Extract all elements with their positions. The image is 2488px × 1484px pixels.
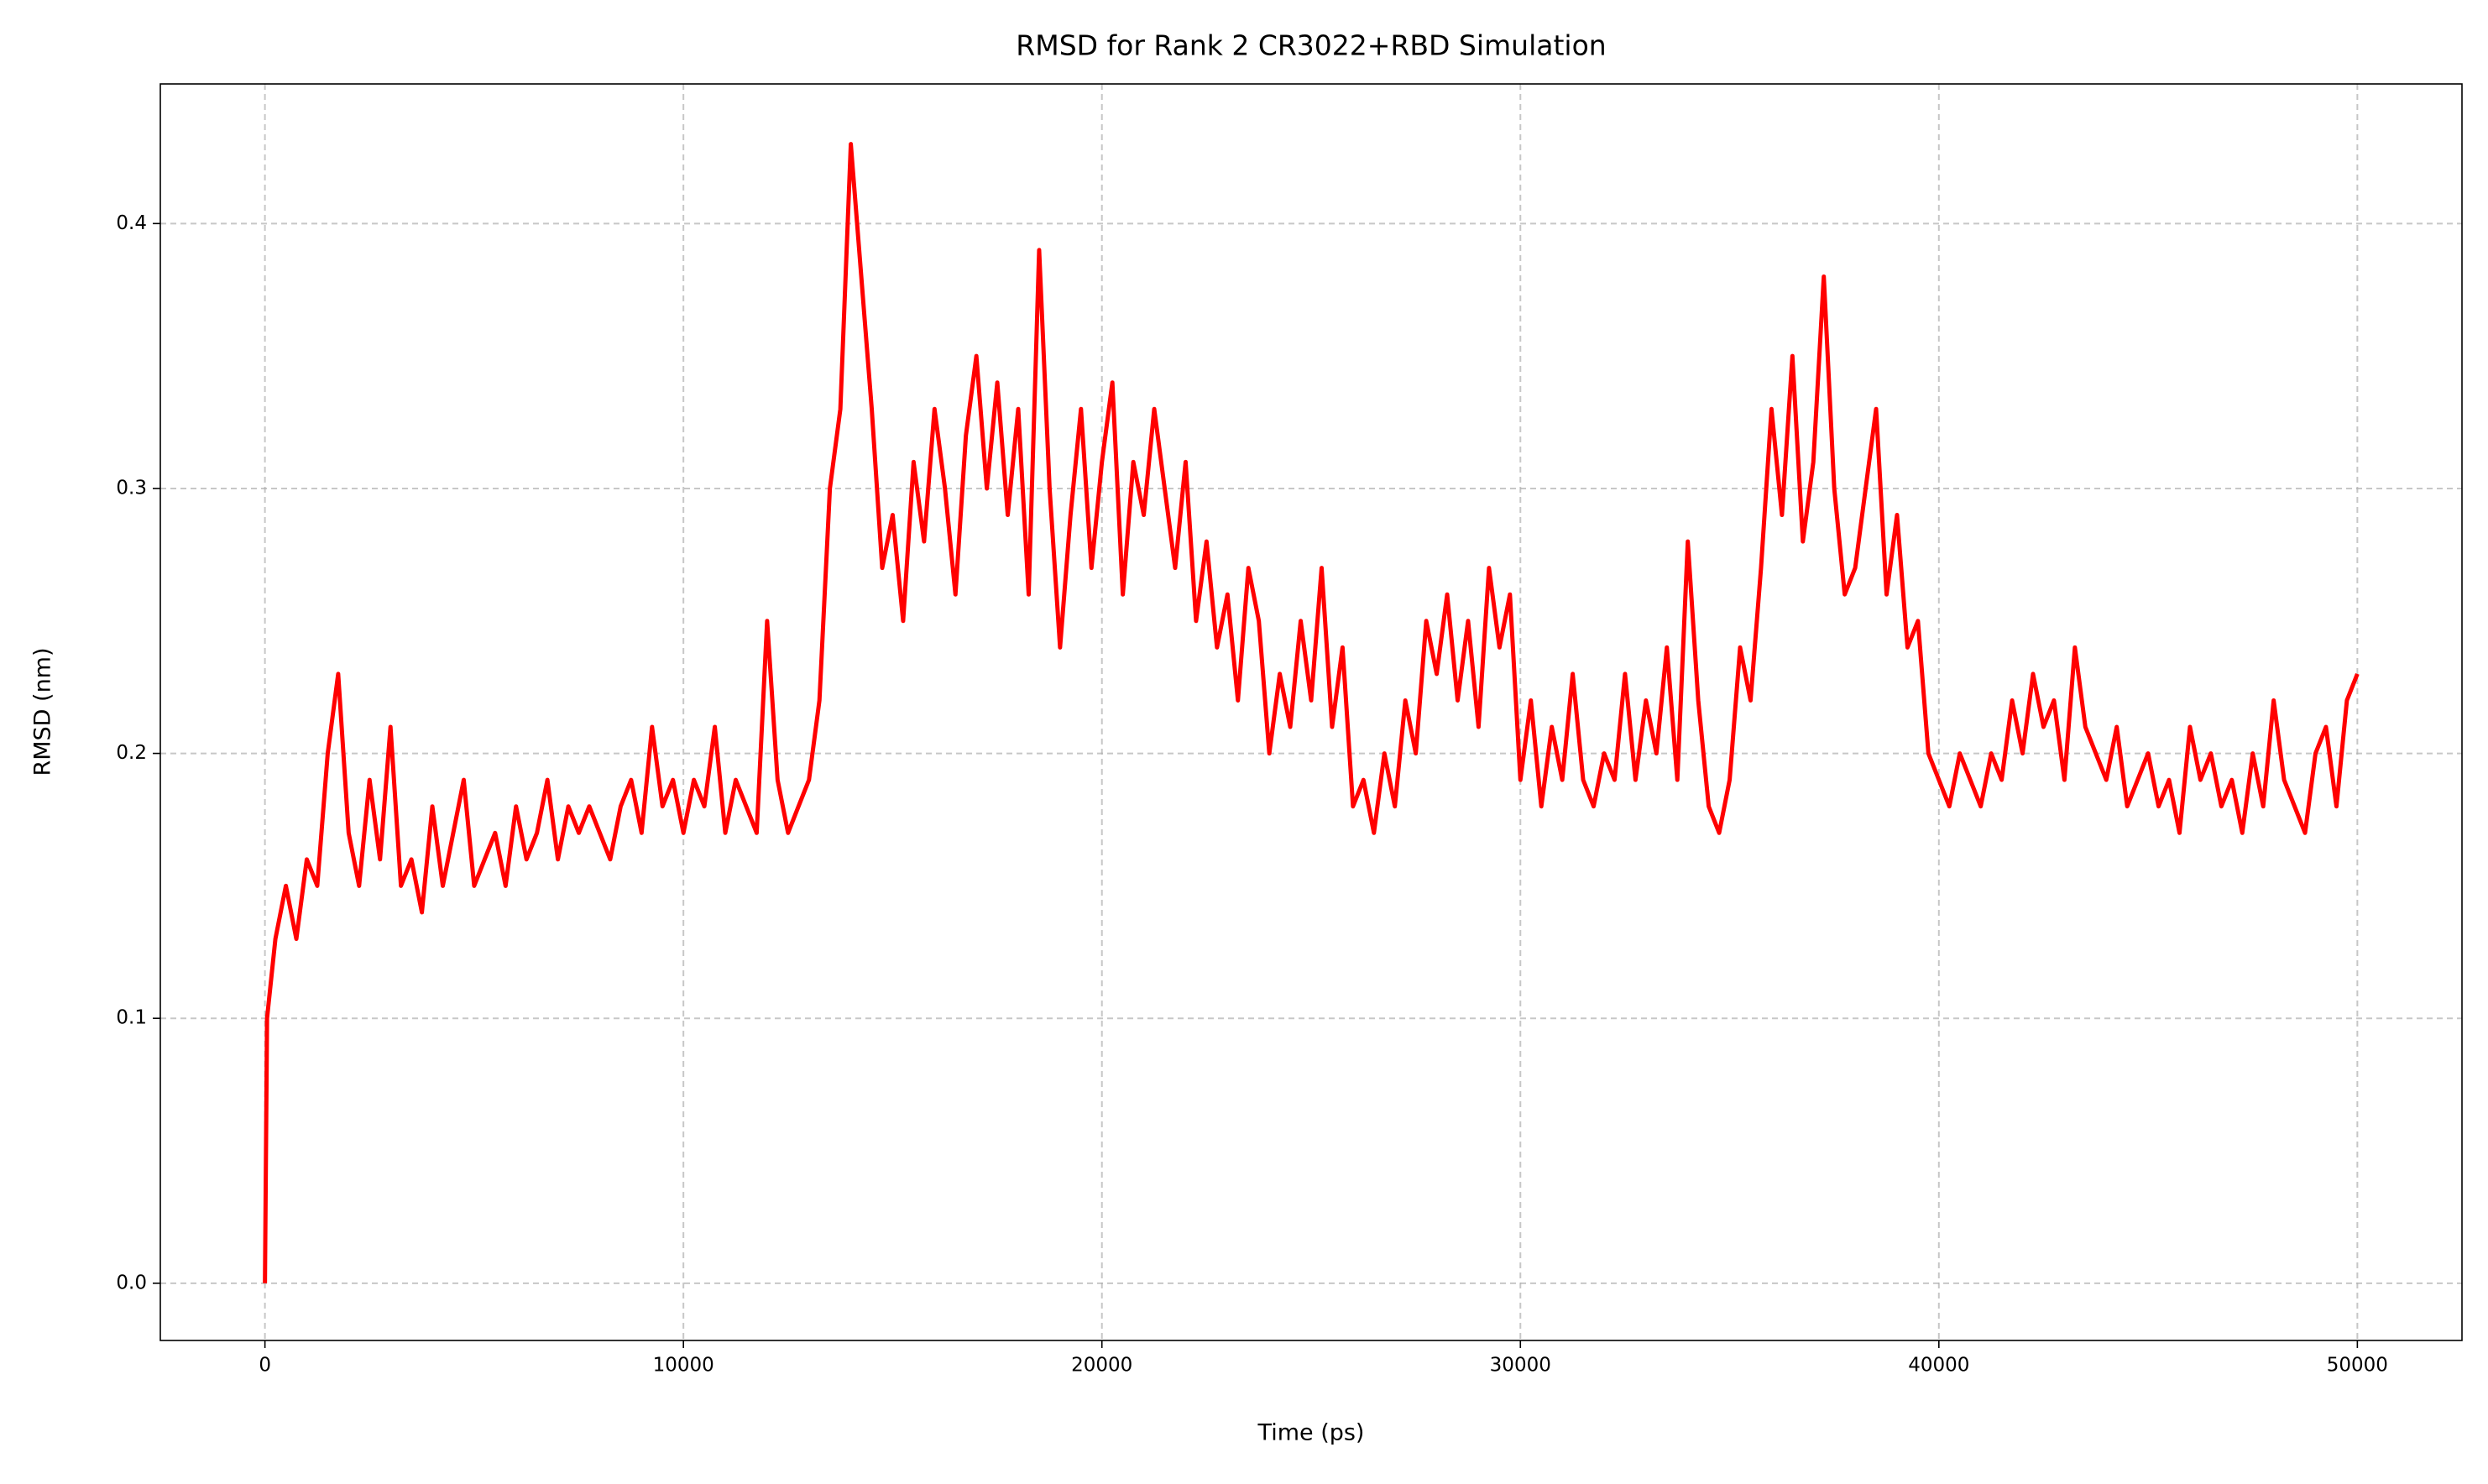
y-axis-label: RMSD (nm)	[30, 647, 56, 776]
x-tick-label: 0	[259, 1355, 271, 1377]
x-tick-label: 10000	[653, 1355, 714, 1377]
chart-title: RMSD for Rank 2 CR3022+RBD Simulation	[1016, 29, 1606, 62]
x-tick-label: 50000	[2327, 1355, 2388, 1377]
data-line	[263, 142, 2360, 1283]
y-tick-label: 0.0	[116, 1272, 147, 1293]
y-tick-label: 0.1	[116, 1007, 147, 1029]
y-tick-label: 0.2	[116, 742, 147, 764]
x-tick-label: 40000	[1908, 1355, 1969, 1377]
x-tick-label: 20000	[1071, 1355, 1132, 1377]
y-tick-label: 0.4	[116, 212, 147, 234]
x-axis-label: Time (ps)	[1257, 1420, 1365, 1446]
plot-frame	[159, 83, 2463, 1341]
y-tick-label: 0.3	[116, 477, 147, 499]
x-tick-label: 30000	[1490, 1355, 1551, 1377]
